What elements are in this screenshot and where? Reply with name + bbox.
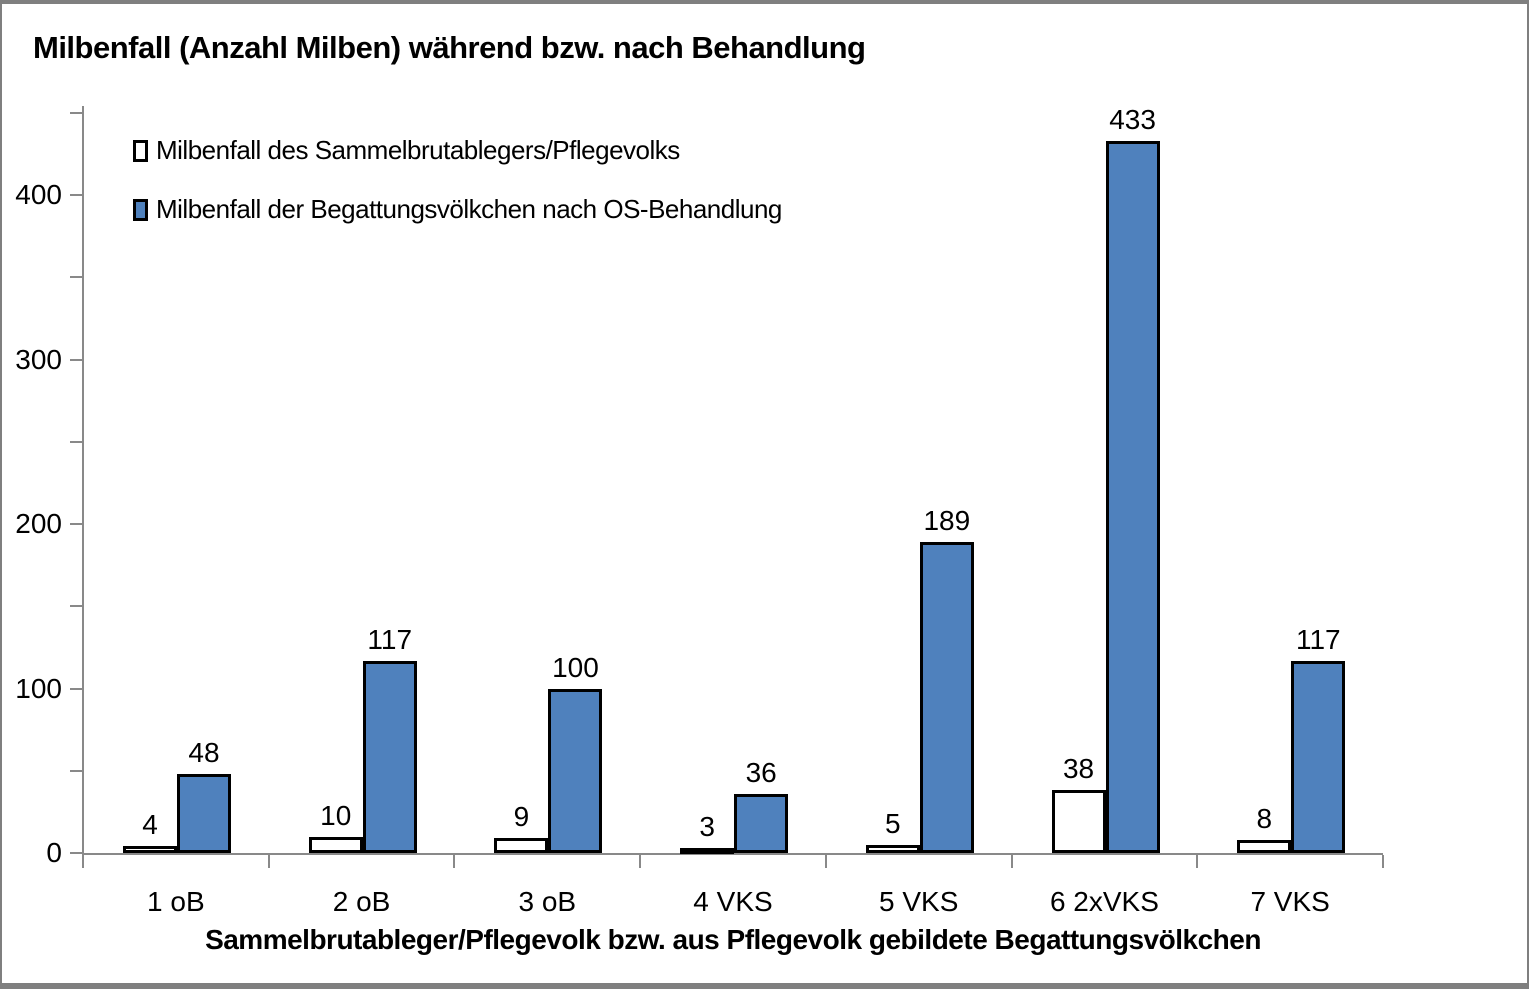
bar-series1-5-VKS bbox=[865, 844, 920, 853]
x-tick-label: 2 oB bbox=[332, 886, 391, 917]
y-tick bbox=[70, 194, 83, 196]
value-label: 3 bbox=[699, 811, 715, 843]
bar-series2-1-oB bbox=[177, 774, 231, 853]
x-tick bbox=[453, 855, 456, 868]
bar-series2-4-VKS bbox=[734, 793, 789, 853]
y-tick bbox=[70, 276, 83, 279]
value-label: 100 bbox=[552, 651, 599, 683]
bar-series1-4-VKS bbox=[680, 848, 735, 855]
chart-title: Milbenfall (Anzahl Milben) während bzw. … bbox=[33, 30, 866, 65]
legend-swatch-series2 bbox=[133, 199, 148, 221]
value-label: 36 bbox=[745, 756, 777, 788]
bar-series1-7-VKS bbox=[1237, 839, 1292, 853]
x-tick-label: 5 VKS bbox=[879, 886, 959, 917]
x-tick bbox=[1382, 855, 1384, 868]
legend-label-series2: Milbenfall der Begattungsvölkchen nach O… bbox=[156, 194, 782, 224]
x-tick bbox=[267, 855, 270, 868]
value-label: 5 bbox=[885, 807, 901, 839]
x-tick bbox=[639, 855, 642, 868]
y-tick-label: 200 bbox=[15, 508, 62, 539]
x-tick-label: 6 2xVKS bbox=[1049, 886, 1159, 917]
x-tick bbox=[1196, 855, 1199, 868]
legend-label-series1: Milbenfall des Sammelbrutablegers/Pflege… bbox=[156, 135, 680, 165]
value-label: 117 bbox=[1295, 623, 1341, 655]
x-tick bbox=[82, 855, 84, 868]
value-label: 8 bbox=[1256, 802, 1273, 834]
value-label: 189 bbox=[923, 505, 971, 537]
value-label: 48 bbox=[188, 737, 220, 769]
y-tick bbox=[70, 440, 83, 443]
y-tick-label: 300 bbox=[15, 343, 62, 375]
value-label: 10 bbox=[320, 799, 352, 831]
x-tick bbox=[1010, 855, 1013, 868]
y-tick bbox=[70, 358, 83, 361]
value-label: 4 bbox=[142, 809, 158, 841]
y-tick-label: 100 bbox=[15, 672, 62, 704]
bar-series1-1-oB bbox=[123, 846, 177, 853]
value-label: 117 bbox=[367, 623, 413, 655]
y-tick-label: 400 bbox=[15, 179, 62, 210]
legend-swatch-series1 bbox=[133, 140, 148, 162]
y-tick bbox=[70, 687, 83, 690]
bar-series2-7-VKS bbox=[1291, 660, 1346, 853]
y-tick bbox=[70, 523, 83, 525]
value-label: 9 bbox=[513, 801, 530, 833]
x-tick-label: 7 VKS bbox=[1250, 886, 1330, 917]
x-tick-label: 4 VKS bbox=[693, 886, 773, 917]
y-axis-line bbox=[82, 106, 84, 855]
x-tick bbox=[824, 855, 827, 868]
bar-series1-2-oB bbox=[308, 836, 363, 853]
x-tick-label: 1 oB bbox=[147, 886, 205, 917]
value-label: 433 bbox=[1109, 103, 1156, 135]
x-axis-title: Sammelbrutableger/Pflegevolk bzw. aus Pf… bbox=[205, 924, 1261, 955]
value-label: 38 bbox=[1062, 753, 1095, 785]
bar-series1-6-2xVKS bbox=[1051, 790, 1106, 853]
y-tick bbox=[70, 111, 83, 114]
y-tick bbox=[70, 852, 83, 854]
y-tick bbox=[70, 769, 83, 772]
x-tick-label: 3 oB bbox=[518, 886, 577, 917]
bar-series2-3-oB bbox=[548, 688, 603, 853]
bar-series2-2-oB bbox=[362, 660, 417, 853]
bar-series2-6-2xVKS bbox=[1105, 140, 1160, 853]
bar-series1-3-oB bbox=[494, 838, 549, 853]
y-tick-label: 0 bbox=[46, 837, 62, 868]
bar-series2-5-VKS bbox=[919, 542, 974, 853]
y-tick bbox=[70, 605, 83, 608]
